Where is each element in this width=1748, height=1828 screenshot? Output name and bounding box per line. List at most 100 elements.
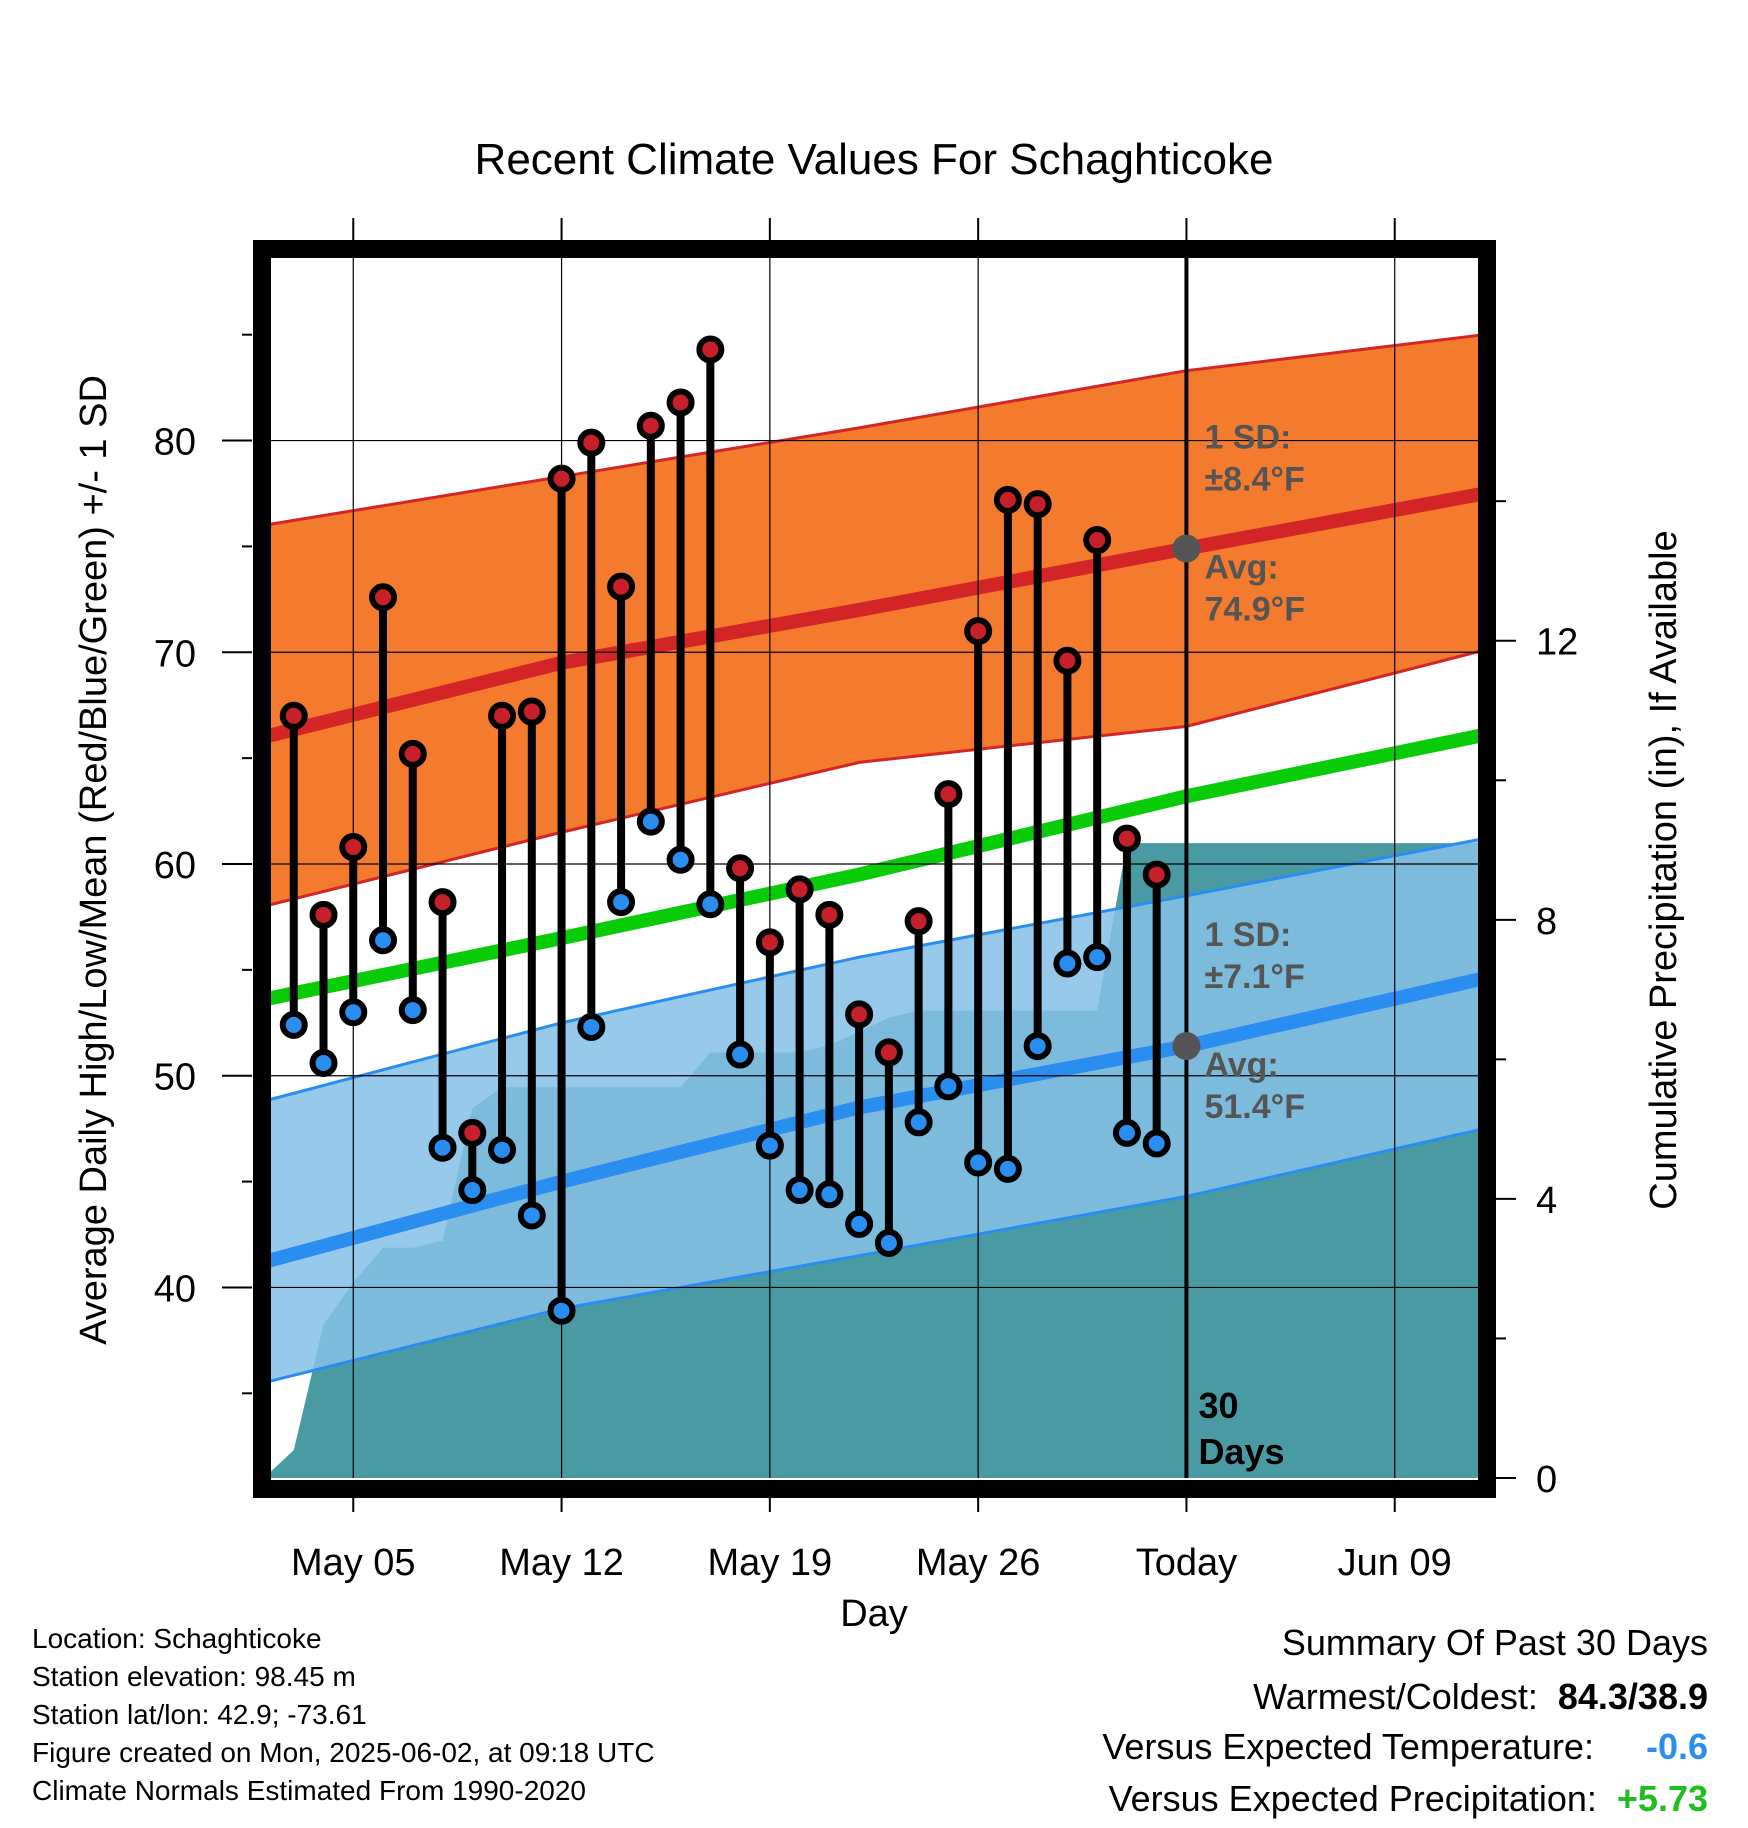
daily-high-point xyxy=(755,928,784,957)
info-normals: Climate Normals Estimated From 1990-2020 xyxy=(32,1775,586,1806)
daily-low-point xyxy=(815,1180,844,1209)
low-sd-band-upper-edge xyxy=(263,837,1485,1103)
high-sd-band-upper-edge xyxy=(263,333,1485,527)
x-tick-label: May 12 xyxy=(499,1542,624,1584)
daily-low-point xyxy=(785,1176,814,1205)
x-tick-label: Today xyxy=(1136,1542,1237,1584)
low-sd-value: ±7.1°F xyxy=(1204,958,1304,996)
high-normal-line xyxy=(262,486,1486,744)
daily-high-point xyxy=(1112,824,1141,853)
daily-low-point xyxy=(904,1108,933,1137)
x-tick-label: May 19 xyxy=(708,1542,833,1584)
high-avg-marker xyxy=(1172,534,1201,563)
daily-high-point xyxy=(696,335,725,364)
daily-low-point xyxy=(488,1135,517,1164)
low-sd-label: 1 SD: xyxy=(1204,916,1291,954)
daily-high-point xyxy=(874,1038,903,1067)
x-tick-label: Jun 09 xyxy=(1338,1542,1452,1584)
summary-warm-cold: Warmest/Coldest: 84.3/38.9 xyxy=(1253,1676,1708,1718)
summary-temp: Versus Expected Temperature: -0.6 xyxy=(1102,1726,1708,1768)
daily-high-point xyxy=(636,411,665,440)
plot-frame xyxy=(253,240,1496,1498)
daily-high-point xyxy=(1083,526,1112,555)
daily-low-point xyxy=(577,1013,606,1042)
daily-low-point xyxy=(1083,943,1112,972)
x-axis-label: Day xyxy=(840,1593,908,1635)
daily-low-point xyxy=(517,1201,546,1230)
precip-value: +5.73 xyxy=(1616,1778,1708,1819)
daily-low-point xyxy=(1112,1118,1141,1147)
today-label-line1: 30 xyxy=(1198,1385,1238,1426)
daily-high-point xyxy=(785,875,814,904)
daily-high-point xyxy=(398,739,427,768)
low-avg-label: Avg: xyxy=(1204,1046,1278,1084)
daily-low-point xyxy=(934,1072,963,1101)
daily-high-point xyxy=(1053,646,1082,675)
low-avg-value: 51.4°F xyxy=(1204,1088,1305,1126)
daily-low-point xyxy=(458,1176,487,1205)
axes-layer: May 05 May 12 May 19 May 26 Today Jun 0940506… xyxy=(154,218,1578,1584)
daily-data-layer xyxy=(279,335,1171,1325)
daily-low-point xyxy=(636,807,665,836)
y-tick-label-left: 60 xyxy=(154,845,196,887)
annotation-layer: 1 SD: ±8.4°F Avg: 74.9°F 1 SD: ±7.1°F Avg: 51.4… xyxy=(1172,419,1305,1126)
daily-low-point xyxy=(339,998,368,1027)
plot-area: 30 Days 1 SD: ±8.4°F Avg: 74.9°F 1 SD: ±7.1°F A… xyxy=(262,242,1486,1480)
daily-low-point xyxy=(964,1148,993,1177)
warm-cold-label: Warmest/Coldest: xyxy=(1253,1676,1538,1717)
daily-high-point xyxy=(964,617,993,646)
daily-high-point xyxy=(339,833,368,862)
daily-low-point xyxy=(1142,1129,1171,1158)
low-avg-marker xyxy=(1172,1032,1201,1061)
daily-high-point xyxy=(488,701,517,730)
station-info: Location: Schaghticoke Station elevation… xyxy=(32,1620,655,1810)
high-sd-value: ±8.4°F xyxy=(1204,461,1304,499)
y-tick-label-left: 80 xyxy=(154,422,196,464)
daily-high-point xyxy=(547,464,576,493)
daily-low-point xyxy=(309,1049,338,1078)
daily-high-point xyxy=(428,888,457,917)
high-avg-label: Avg: xyxy=(1204,549,1278,587)
daily-high-point xyxy=(934,780,963,809)
today-layer: 30 Days xyxy=(1184,242,1285,1478)
daily-low-point xyxy=(547,1296,576,1325)
y-axis-label-right: Cumulative Precipitation (in), If Availa… xyxy=(1643,530,1685,1209)
daily-low-point xyxy=(428,1133,457,1162)
temp-label: Versus Expected Temperature: xyxy=(1102,1726,1594,1767)
daily-low-point xyxy=(696,890,725,919)
info-location: Location: Schaghticoke xyxy=(32,1623,322,1654)
daily-high-point xyxy=(726,854,755,883)
daily-high-point xyxy=(1023,490,1052,519)
high-sd-band-lower-edge xyxy=(263,648,1485,908)
daily-high-point xyxy=(993,485,1022,514)
y-tick-label-right: 8 xyxy=(1536,901,1557,943)
daily-low-point xyxy=(755,1131,784,1160)
y-tick-label-left: 40 xyxy=(154,1268,196,1310)
daily-low-point xyxy=(845,1209,874,1238)
x-tick-label: May 26 xyxy=(916,1542,1041,1584)
warm-cold-value: 84.3/38.9 xyxy=(1557,1676,1708,1717)
y-tick-label-left: 50 xyxy=(154,1057,196,1099)
daily-high-point xyxy=(279,701,308,730)
info-created: Figure created on Mon, 2025-06-02, at 09… xyxy=(32,1737,655,1768)
daily-low-point xyxy=(607,888,636,917)
daily-low-point xyxy=(993,1154,1022,1183)
high-avg-value: 74.9°F xyxy=(1204,591,1305,629)
y-axis-label-left: Average Daily High/Low/Mean (Red/Blue/Gr… xyxy=(73,375,115,1345)
daily-high-point xyxy=(845,1000,874,1029)
daily-low-point xyxy=(666,845,695,874)
daily-high-point xyxy=(607,572,636,601)
summary-precip: Versus Expected Precipitation: +5.73 xyxy=(1109,1778,1708,1820)
daily-high-point xyxy=(904,907,933,936)
y-tick-label-left: 70 xyxy=(154,633,196,675)
daily-high-point xyxy=(577,428,606,457)
temp-value: -0.6 xyxy=(1645,1726,1708,1767)
daily-high-point xyxy=(815,900,844,929)
mean-normal-line xyxy=(262,727,1486,1007)
daily-low-point xyxy=(279,1010,308,1039)
low-sd-band-lower-edge xyxy=(263,1127,1485,1385)
precip-label: Versus Expected Precipitation: xyxy=(1108,1778,1597,1819)
today-label-line2: Days xyxy=(1198,1431,1284,1472)
y-tick-label-right: 0 xyxy=(1536,1459,1557,1501)
